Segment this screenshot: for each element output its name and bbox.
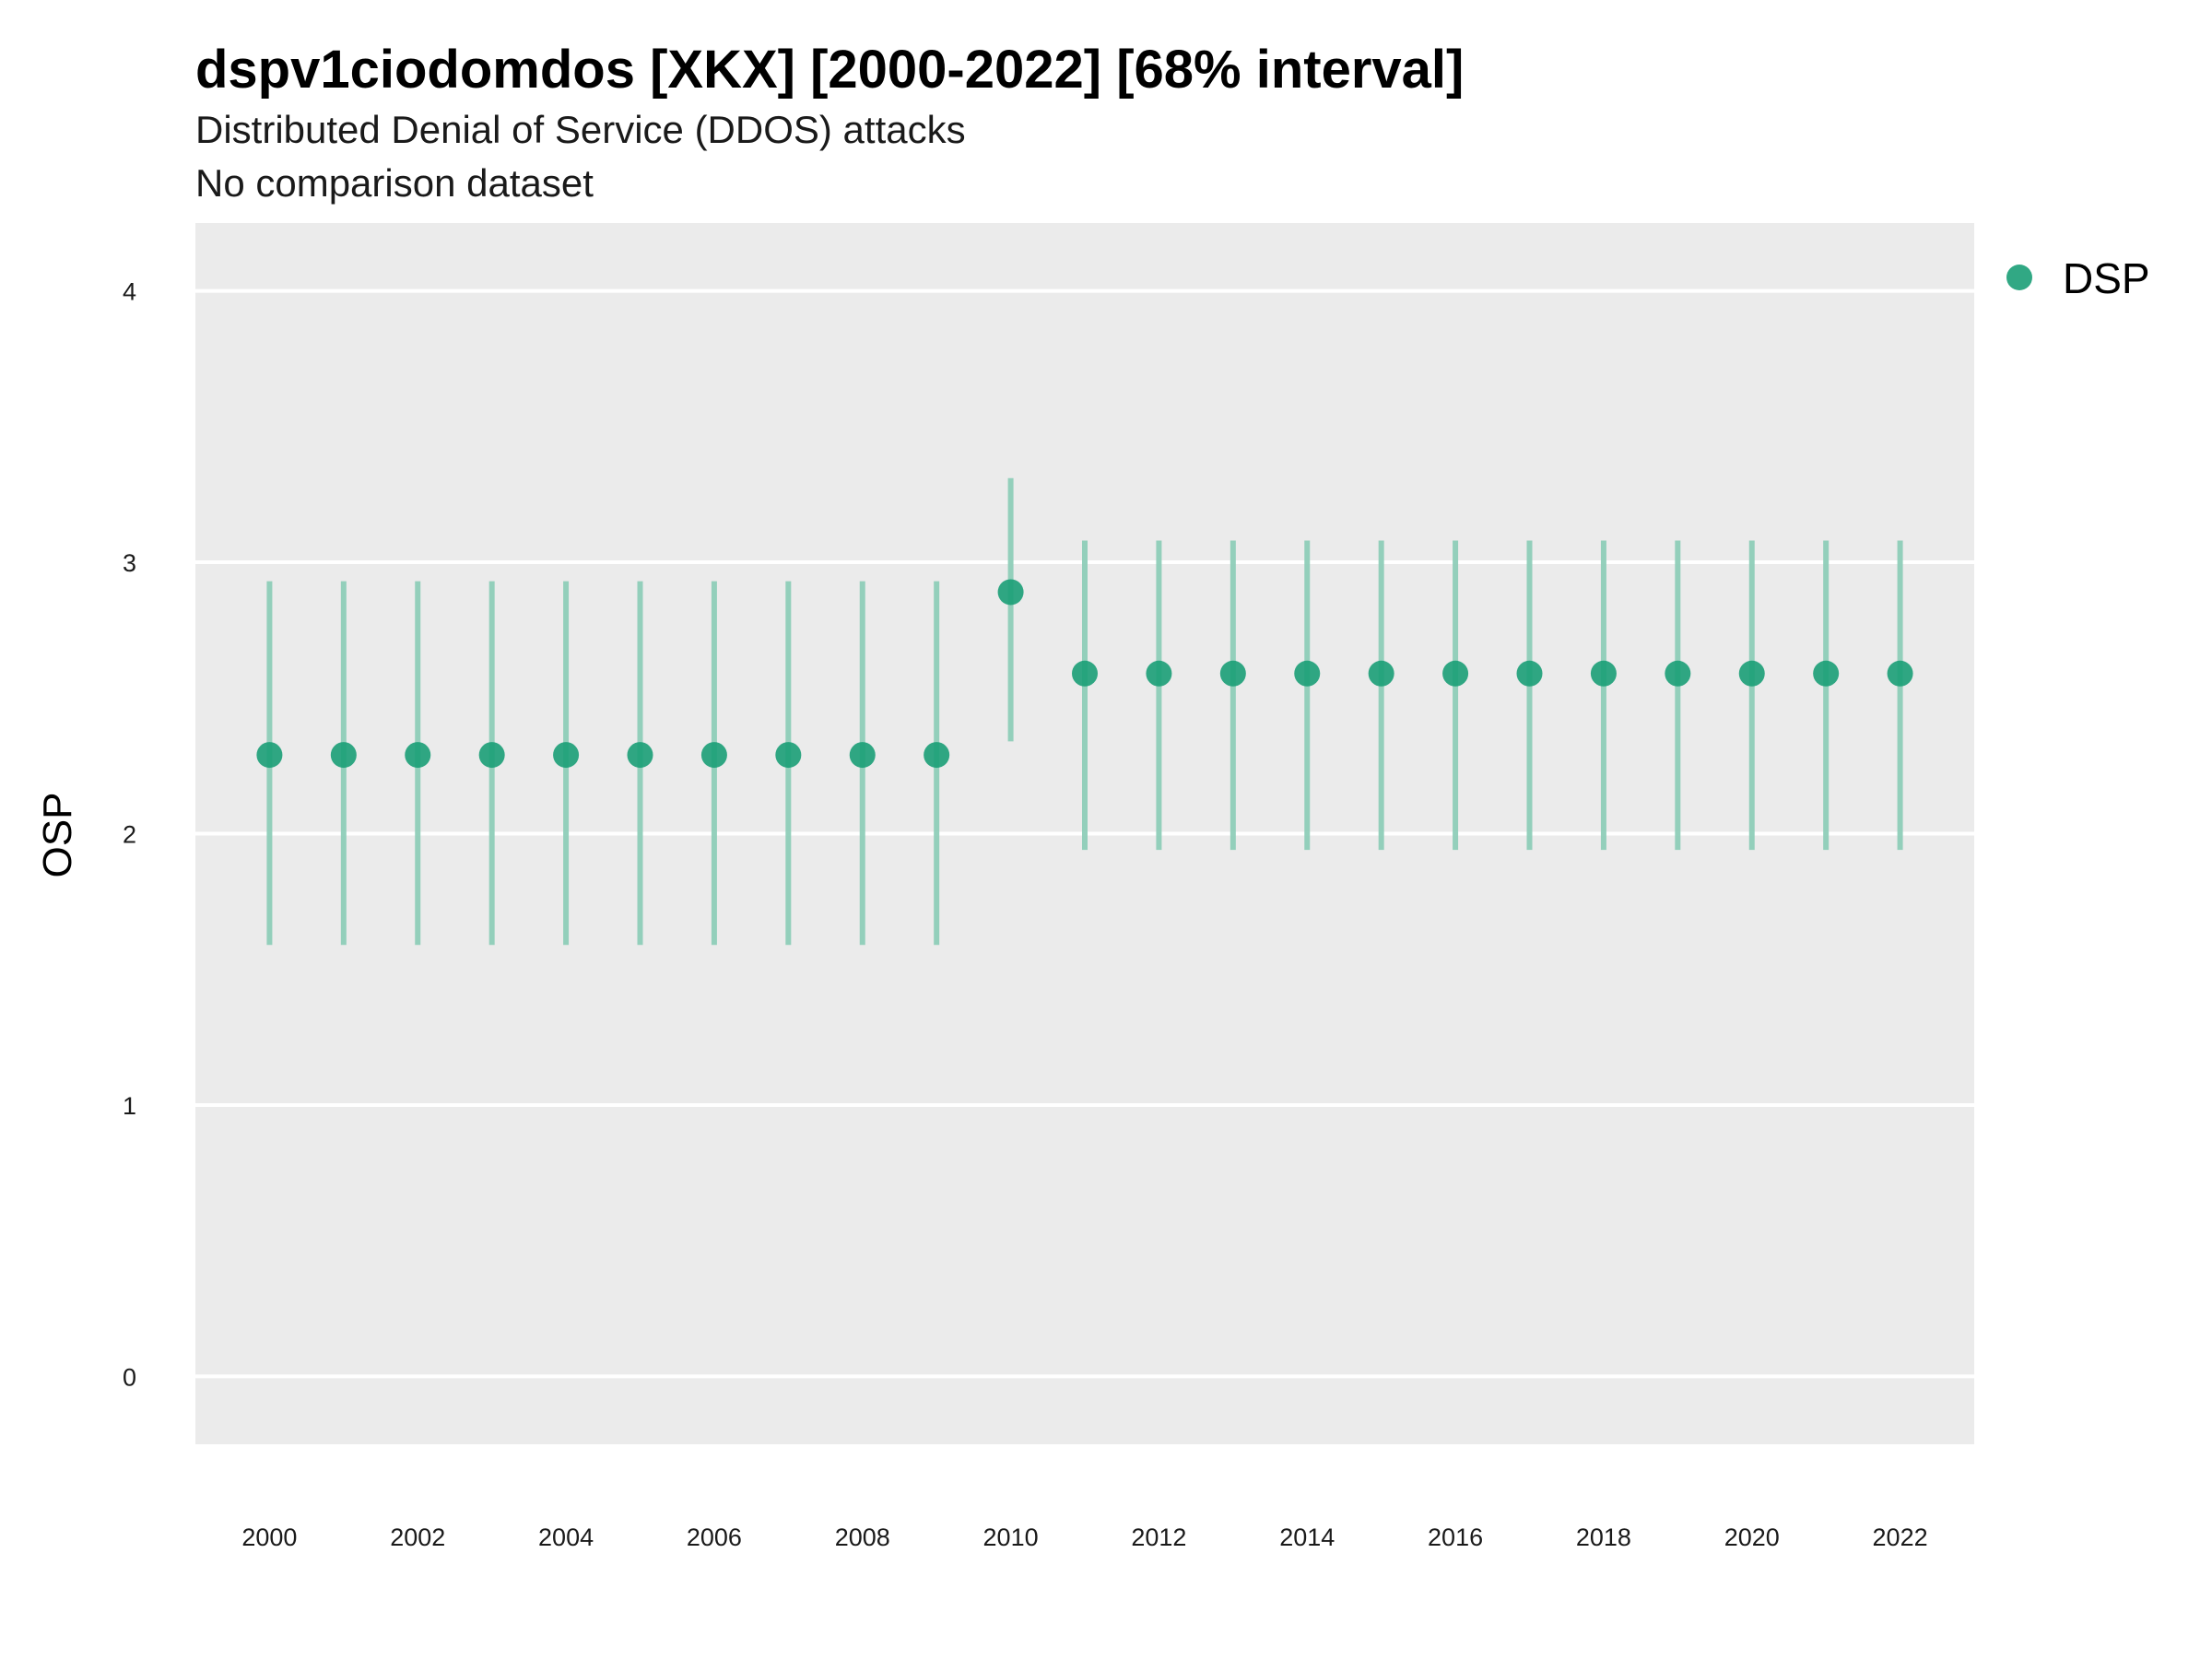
x-tick-label: 2002 <box>390 1524 445 1551</box>
data-point <box>700 742 727 769</box>
data-point <box>775 742 802 769</box>
data-point <box>997 579 1024 606</box>
x-tick-label: 2018 <box>1576 1524 1631 1551</box>
x-tick-label: 2006 <box>687 1524 742 1551</box>
data-point <box>1665 660 1691 687</box>
x-tick-label: 2012 <box>1131 1524 1186 1551</box>
legend: DSP <box>2006 254 2150 302</box>
y-axis-label: OSP <box>35 793 80 878</box>
data-point <box>256 742 283 769</box>
x-tick-label: 2016 <box>1428 1524 1483 1551</box>
chart-title: dspv1ciodomdos [XKX] [2000-2022] [68% in… <box>195 40 1464 100</box>
data-point <box>924 742 950 769</box>
data-point <box>1294 660 1321 687</box>
data-point <box>330 742 357 769</box>
x-tick-label: 2014 <box>1279 1524 1335 1551</box>
y-tick-label: 0 <box>123 1363 136 1391</box>
data-point <box>627 742 653 769</box>
y-axis-ticks: 0 1 2 3 4 <box>123 278 136 1392</box>
data-point <box>1442 660 1469 687</box>
data-point <box>1590 660 1617 687</box>
legend-label-dsp: DSP <box>2063 254 2150 302</box>
data-point <box>1219 660 1246 687</box>
x-tick-label: 2004 <box>538 1524 594 1551</box>
x-tick-label: 2020 <box>1724 1524 1780 1551</box>
y-tick-label: 2 <box>123 821 136 849</box>
x-tick-label: 2008 <box>835 1524 890 1551</box>
y-tick-label: 1 <box>123 1092 136 1120</box>
data-point <box>849 742 876 769</box>
x-tick-label: 2010 <box>983 1524 1039 1551</box>
legend-marker-dsp <box>2006 265 2032 290</box>
data-point <box>478 742 505 769</box>
x-tick-label: 2000 <box>241 1524 297 1551</box>
x-tick-label: 2022 <box>1873 1524 1928 1551</box>
data-point <box>1738 660 1765 687</box>
data-point <box>1146 660 1172 687</box>
y-tick-label: 4 <box>123 278 136 306</box>
data-point <box>1072 660 1098 687</box>
data-point <box>1516 660 1543 687</box>
chart-subtitle: Distributed Denial of Service (DDOS) att… <box>195 108 966 151</box>
data-points <box>256 579 1913 769</box>
x-axis-ticks: 2000 2002 2004 2006 2008 2010 2012 2014 2016 2018… <box>241 1524 1927 1551</box>
y-tick-label: 3 <box>123 549 136 577</box>
data-point <box>405 742 431 769</box>
data-point <box>1813 660 1840 687</box>
data-point <box>553 742 580 769</box>
data-point <box>1368 660 1394 687</box>
chart-caption: No comparison dataset <box>195 161 594 205</box>
data-point <box>1887 660 1913 687</box>
